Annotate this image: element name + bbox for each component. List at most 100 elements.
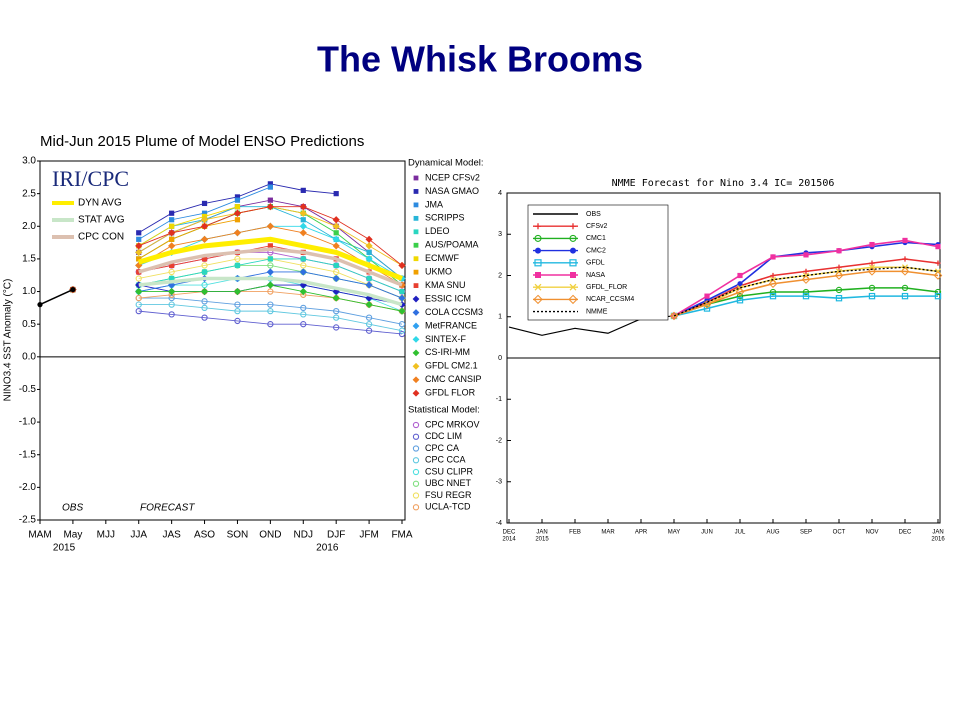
legend-label: UBC NNET [425,478,472,488]
y-tick-label: 3 [498,231,502,238]
marker [836,264,842,270]
marker [398,321,406,328]
y-tick-label: 1.5 [22,254,36,265]
marker [569,283,577,291]
marker [365,242,373,250]
marker [135,248,143,256]
marker [168,242,176,250]
marker [201,210,208,216]
marker [233,209,242,217]
marker [413,229,419,235]
y-tick-label: 2.5 [22,188,36,199]
marker [168,311,175,318]
x-tick-label: AUG [766,530,779,536]
marker [412,480,420,487]
marker [736,297,744,304]
y-tick-label: -3 [496,479,502,486]
marker [413,215,419,221]
marker [300,311,307,318]
y-tick-label: -1 [496,396,502,403]
marker [412,376,420,384]
marker [365,314,373,321]
legend-label: DYN AVG [78,198,122,209]
marker [412,309,420,316]
marker [669,311,679,321]
x-tick-label: SON [227,530,249,541]
legend-label: CMC2 [586,247,606,254]
x-tick-label: OCT [833,530,846,536]
marker [234,255,241,263]
marker [299,209,307,217]
marker [266,281,274,289]
x-tick-label: NOV [865,530,878,536]
legend-label: CMC CANSIP [425,374,482,384]
marker [534,234,542,242]
marker [398,294,406,302]
plot-frame [39,160,406,521]
marker [267,243,273,249]
marker [299,268,307,276]
legend-label: UKMO [425,267,452,277]
marker [365,255,373,263]
series-line [673,295,938,317]
marker [901,292,909,300]
marker [70,286,76,293]
legend-label: KMA SNU [425,280,466,290]
marker [200,235,209,243]
marker [413,175,419,181]
marker [300,262,307,269]
marker [135,287,143,296]
marker [902,256,908,262]
legend-label: CPC CON [78,232,124,243]
series-line [138,247,403,287]
x-tick-label: JAN [536,530,547,536]
marker [412,421,420,429]
marker [768,279,778,289]
marker [169,275,175,282]
y-tick-label: 2 [498,272,502,279]
marker [234,197,241,203]
marker [868,284,876,292]
marker [412,504,420,511]
marker [267,181,273,187]
marker [169,262,175,269]
series-line [138,276,403,307]
x-tick-label: May [63,530,82,541]
marker [900,267,910,276]
legend-label: CMC1 [586,235,606,242]
legend-label: SCRIPPS [425,213,465,223]
marker [412,295,420,303]
legend-label: CPC CA [425,443,459,453]
marker [267,197,273,203]
marker [835,286,843,294]
marker [934,292,942,300]
x-tick-label: APR [635,530,648,536]
marker [267,288,274,295]
marker [332,216,340,224]
marker [333,268,340,276]
marker [333,324,340,331]
marker [769,288,777,296]
marker [136,230,142,236]
marker [300,256,306,262]
marker [836,248,842,254]
marker [569,259,577,267]
x-tick-label: MAY [668,530,681,536]
marker [135,261,143,270]
y-axis-label: NINO3.4 SST Anomaly (°C) [3,279,14,402]
marker [704,293,710,299]
y-tick-label: 4 [498,190,502,197]
marker [299,203,307,211]
x-tick-label: JJA [130,530,147,541]
marker [834,271,844,280]
y-tick-label: 0.5 [22,319,36,330]
marker [413,242,419,248]
y-tick-label: -2.5 [19,515,37,526]
legend-label: AUS/POAMA [425,240,479,250]
marker [135,242,143,250]
marker [234,262,241,269]
marker [135,275,142,282]
marker [413,202,419,208]
marker [736,292,744,300]
